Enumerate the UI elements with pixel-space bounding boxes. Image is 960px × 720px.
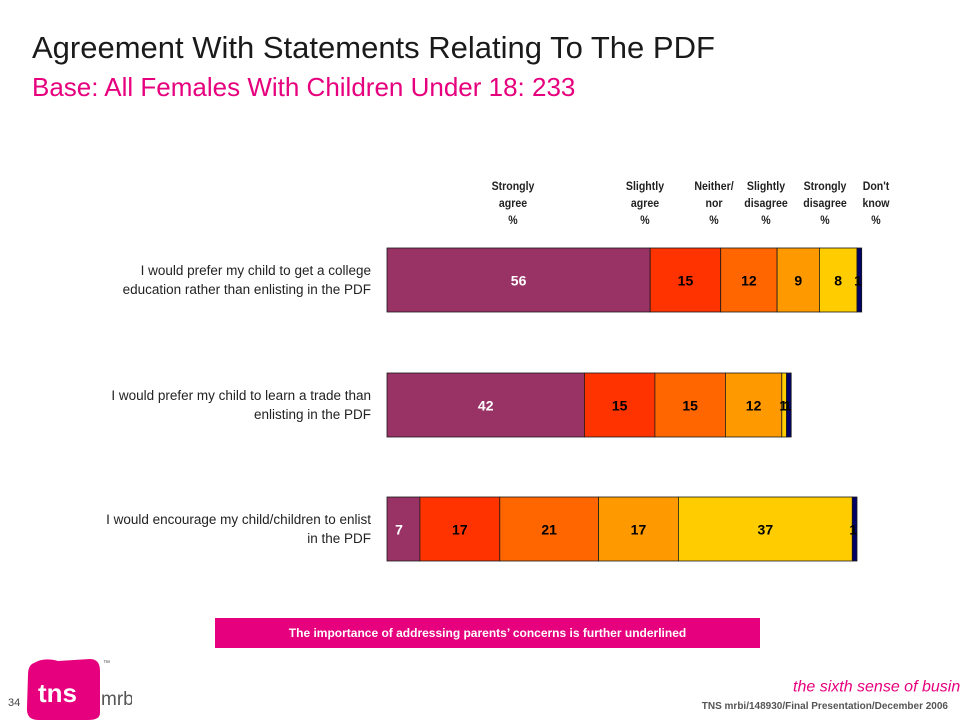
column-header-strongly-agree: Strongly agree% <box>478 178 548 229</box>
column-header-neither-nor: Neither/nor% <box>679 178 749 229</box>
value-label-dont-know-row-1: 1 <box>854 273 862 289</box>
row-label-line: in the PDF <box>307 531 371 546</box>
column-header-line: % <box>761 213 771 227</box>
column-header-line: Neither/ <box>694 179 734 193</box>
row-label-1: I would prefer my child to get a college… <box>30 261 371 299</box>
bar-segment-slightly-agree-row-3 <box>419 496 501 562</box>
conclusion-banner: The importance of addressing parents’ co… <box>215 618 760 648</box>
column-header-line: % <box>508 213 518 227</box>
column-header-line: Slightly <box>746 179 786 193</box>
logo-main-text: tns <box>38 678 77 708</box>
page-number: 34 <box>8 697 21 709</box>
row-label-2: I would prefer my child to learn a trade… <box>30 386 371 424</box>
value-label-neither-nor-row-3: 21 <box>541 522 557 538</box>
row-label-line: I would prefer my child to learn a trade… <box>111 388 371 403</box>
value-label-dont-know-row-2: 1 <box>784 398 792 414</box>
bar-segment-slightly-disagree-row-1 <box>776 247 820 313</box>
bar-segment-strongly-agree-row-1 <box>386 247 651 313</box>
row-label-3: I would encourage my child/children to e… <box>30 510 371 548</box>
column-header-line: % <box>709 213 719 227</box>
column-header-line: disagree <box>803 196 847 210</box>
page-subtitle: Base: All Females With Children Under 18… <box>32 72 576 102</box>
value-label-slightly-disagree-row-3: 17 <box>631 522 647 538</box>
value-label-neither-nor-row-1: 12 <box>741 273 757 289</box>
bar-segment-strongly-agree-row-2 <box>386 372 585 438</box>
logo-sub-text: mrbi <box>101 689 132 710</box>
page-title: Agreement With Statements Relating To Th… <box>32 30 715 65</box>
value-label-slightly-disagree-row-2: 12 <box>746 398 762 414</box>
row-label-line: enlisting in the PDF <box>253 407 371 422</box>
value-label-strongly-disagree-row-2: 1 <box>779 398 787 414</box>
tagline: the sixth sense of business™ <box>793 678 960 696</box>
row-label-line: education rather than enlisting in the P… <box>122 282 371 297</box>
value-label-slightly-agree-row-1: 15 <box>678 273 694 289</box>
column-header-line: nor <box>705 196 723 210</box>
value-label-strongly-agree-row-1: 56 <box>511 273 527 289</box>
value-label-strongly-agree-row-3: 7 <box>395 522 403 538</box>
value-label-dont-know-row-3: 1 <box>849 522 857 538</box>
bar-segment-slightly-disagree-row-2 <box>725 372 783 438</box>
value-label-slightly-agree-row-2: 15 <box>612 398 628 414</box>
row-label-line: I would prefer my child to get a college <box>140 263 371 278</box>
column-header-slightly-agree: Slightly agree% <box>610 178 680 229</box>
column-header-line: % <box>640 213 650 227</box>
value-label-neither-nor-row-2: 15 <box>682 398 698 414</box>
bar-segment-neither-nor-row-2 <box>654 372 726 438</box>
footer-reference: TNS mrbi/148930/Final Presentation/Decem… <box>701 701 948 712</box>
bar-segment-dont-know-row-2 <box>786 372 792 438</box>
tns-mrbi-logo: tns ™ mrbi <box>26 659 132 720</box>
value-label-strongly-disagree-row-3: 37 <box>758 522 774 538</box>
bar-segment-slightly-disagree-row-3 <box>598 496 679 562</box>
value-label-strongly-agree-row-2: 42 <box>478 398 494 414</box>
column-header-line: agree <box>630 196 660 210</box>
bar-segment-strongly-disagree-row-1 <box>819 247 858 313</box>
column-header-line: agree <box>498 196 528 210</box>
column-header-slightly-disagree: Slightly disagree% <box>731 178 801 229</box>
bar-segment-slightly-agree-row-2 <box>584 372 656 438</box>
column-header-line: Strongly <box>491 179 535 193</box>
bar-segment-neither-nor-row-1 <box>720 247 778 313</box>
value-label-slightly-agree-row-3: 17 <box>452 522 468 538</box>
stacked-bar-chart: 56 15 12 9 8 142 15 15 12 117 17 21 17 37 1 <box>386 247 863 562</box>
column-header-dont-know: Don't know% <box>841 178 911 229</box>
column-header-line: know <box>862 196 890 210</box>
value-label-slightly-disagree-row-1: 9 <box>794 273 802 289</box>
column-header-line: Don't <box>862 179 890 193</box>
column-header-line: disagree <box>744 196 788 210</box>
bar-segment-strongly-disagree-row-3 <box>678 496 853 562</box>
bar-segment-strongly-agree-row-3 <box>386 496 421 562</box>
column-header-line: Strongly <box>803 179 847 193</box>
column-header-strongly-disagree: Strongly disagree% <box>790 178 860 229</box>
row-label-line: I would encourage my child/children to e… <box>106 512 371 527</box>
value-label-strongly-disagree-row-1: 8 <box>834 273 842 289</box>
column-header-line: % <box>820 213 830 227</box>
logo-tm: ™ <box>103 660 110 667</box>
column-header-line: Slightly <box>625 179 665 193</box>
column-header-line: % <box>871 213 881 227</box>
bar-segment-dont-know-row-1 <box>856 247 863 313</box>
bar-segment-dont-know-row-3 <box>851 496 858 562</box>
bar-segment-neither-nor-row-3 <box>499 496 599 562</box>
